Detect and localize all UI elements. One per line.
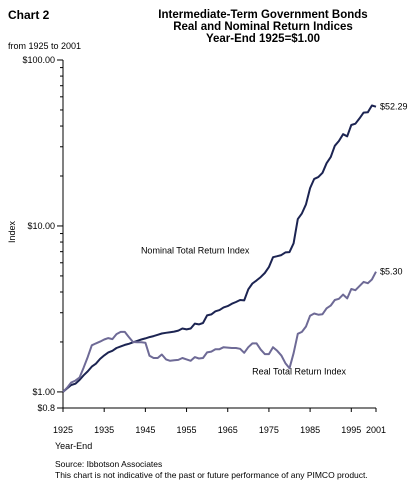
source-note: Source: Ibbotson Associates [55, 459, 163, 469]
nominal-series-annotation: Nominal Total Return Index [141, 246, 250, 256]
chart-axes [62, 60, 376, 409]
real-series-annotation: Real Total Return Index [252, 366, 346, 376]
chart-title-line-3: Year-End 1925=$1.00 [205, 33, 321, 45]
chart-number-label: Chart 2 [8, 8, 50, 22]
x-tick-label: 1955 [177, 425, 197, 435]
x-tick-label: 2001 [366, 425, 386, 435]
x-tick-label: 1985 [300, 425, 320, 435]
real-return-end-label: $5.30 [380, 267, 403, 277]
x-tick-label: 1935 [94, 425, 114, 435]
chart-ticks: $100.00 $10.00 $1.00 $0.8 1925 1935 1945 1955 19… [22, 55, 386, 435]
x-tick-label: 1995 [341, 425, 361, 435]
x-tick-label: 1925 [53, 425, 73, 435]
chart-title-line-1: Intermediate-Term Government Bonds [158, 9, 368, 21]
x-tick-label: 1975 [259, 425, 279, 435]
y-tick-label: $100.00 [22, 55, 55, 65]
real-return-line [62, 271, 377, 393]
chart-series [62, 104, 377, 393]
chart-annotations: $52.29 $5.30 Nominal Total Return Index Rea… [141, 102, 408, 377]
y-axis-label: Index [7, 220, 17, 243]
chart-subtitle: from 1925 to 2001 [8, 41, 82, 51]
x-tick-label: 1965 [218, 425, 238, 435]
y-tick-label: $1.00 [32, 387, 55, 397]
nominal-return-end-label: $52.29 [380, 102, 408, 112]
x-tick-label: 1945 [135, 425, 155, 435]
y-tick-label: $0.8 [37, 403, 55, 413]
nominal-return-line [62, 104, 377, 393]
chart-title-line-2: Real and Nominal Return Indices [173, 21, 353, 33]
y-tick-label: $10.00 [27, 221, 55, 231]
disclaimer-note: This chart is not indicative of the past… [55, 470, 368, 480]
x-axis-label: Year-End [55, 441, 93, 451]
